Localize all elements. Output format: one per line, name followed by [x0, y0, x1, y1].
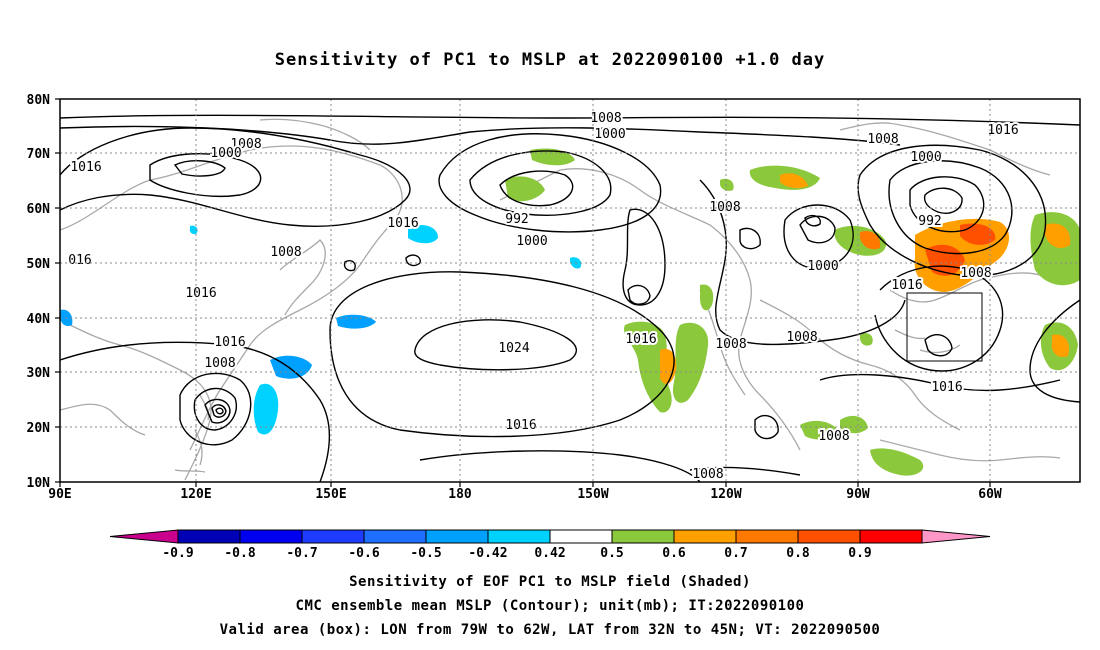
contour-label: 1000	[516, 234, 547, 249]
caption-line-3: Valid area (box): LON from 79W to 62W, L…	[219, 622, 881, 638]
contour-label: 1008	[715, 337, 746, 352]
colorbar-swatch	[487, 529, 551, 544]
negative-shading	[60, 225, 582, 435]
contour-label: 992	[918, 214, 941, 229]
contour-labels: 1008 1000 1016 1008 1000 992 1000 1008 1…	[66, 109, 1020, 484]
lon-label: 120E	[180, 487, 211, 502]
caption-line-1: Sensitivity of EOF PC1 to MSLP field (Sh…	[349, 574, 751, 590]
lat-label: 50N	[27, 257, 51, 272]
lon-label: 90W	[846, 487, 870, 502]
colorbar-label: -0.6	[348, 546, 380, 561]
lat-label: 10N	[27, 476, 51, 491]
colorbar-swatch	[239, 529, 303, 544]
lon-labels: 90E 120E 150E 180 150W 120W 90W 60W	[48, 487, 1002, 502]
map-title: Sensitivity of PC1 to MSLP at 2022090100…	[274, 50, 826, 70]
colorbar-swatch	[859, 529, 923, 544]
contour-label: 1008	[818, 429, 849, 444]
lat-label: 80N	[27, 93, 51, 108]
colorbar-label: 0.9	[848, 546, 872, 561]
caption-line-2: CMC ensemble mean MSLP (Contour); unit(m…	[295, 598, 805, 614]
contour-label: 1016	[625, 332, 656, 347]
lon-label: 120W	[710, 487, 741, 502]
lon-label: 90E	[48, 487, 71, 502]
contour-label: 1008	[867, 132, 898, 147]
contour-label: 1008	[692, 467, 723, 482]
colorbar-swatch	[611, 529, 675, 544]
colorbar-swatch	[301, 529, 365, 544]
colorbar-label: 0.5	[600, 546, 624, 561]
tick-marks	[55, 98, 991, 487]
colorbar-swatch	[797, 529, 861, 544]
contour-label: 016	[68, 253, 91, 268]
lon-label: 180	[448, 487, 472, 502]
lat-label: 60N	[27, 202, 51, 217]
colorbar-label: -0.7	[286, 546, 318, 561]
contour-label: 1016	[505, 418, 536, 433]
colorbar	[109, 529, 991, 544]
lon-label: 60W	[978, 487, 1002, 502]
lat-labels: 80N 70N 60N 50N 40N 30N 20N 10N	[27, 93, 51, 491]
contour-label: 1000	[807, 259, 838, 274]
colorbar-label: -0.42	[468, 546, 508, 561]
colorbar-swatch	[673, 529, 737, 544]
contour-label: 1008	[230, 137, 261, 152]
colorbar-swatch	[549, 529, 613, 544]
colorbar-swatch	[363, 529, 427, 544]
contour-label: 1016	[185, 286, 216, 301]
contour-label: 1000	[910, 150, 941, 165]
plot-frame	[59, 98, 1081, 483]
lat-label: 30N	[27, 366, 51, 381]
colorbar-swatch	[177, 529, 241, 544]
colorbar-swatch	[109, 529, 179, 544]
valid-area-box	[906, 292, 983, 362]
colorbar-label: 0.6	[662, 546, 686, 561]
contour-label: 1016	[387, 216, 418, 231]
contour-label: 992	[505, 212, 528, 227]
contour-label: 1024	[498, 341, 529, 356]
contour-label: 1000	[594, 127, 625, 142]
colorbar-swatch	[921, 529, 991, 544]
lat-label: 40N	[27, 312, 51, 327]
lon-label: 150W	[577, 487, 608, 502]
lat-label: 70N	[27, 147, 51, 162]
positive-shading	[505, 148, 1080, 476]
colorbar-label: 0.7	[724, 546, 748, 561]
mslp-contours	[60, 114, 1080, 482]
lat-label: 20N	[27, 421, 51, 436]
contour-label: 1008	[204, 356, 235, 371]
contour-label: 1008	[590, 111, 621, 126]
contour-label: 1016	[987, 123, 1018, 138]
contour-label: 1008	[786, 330, 817, 345]
contour-label: 1016	[891, 278, 922, 293]
contour-label: 1016	[931, 380, 962, 395]
colorbar-swatch	[425, 529, 489, 544]
colorbar-swatch	[735, 529, 799, 544]
contour-label: 1008	[270, 245, 301, 260]
colorbar-label: -0.5	[410, 546, 442, 561]
contour-label: 1016	[70, 160, 101, 175]
contour-label: 1016	[214, 335, 245, 350]
lon-label: 150E	[315, 487, 346, 502]
graticule	[60, 99, 1080, 482]
contour-label: 1008	[960, 266, 991, 281]
colorbar-label: -0.9	[162, 546, 194, 561]
colorbar-label: 0.8	[786, 546, 810, 561]
colorbar-label: -0.8	[224, 546, 256, 561]
colorbar-label: 0.42	[534, 546, 566, 561]
